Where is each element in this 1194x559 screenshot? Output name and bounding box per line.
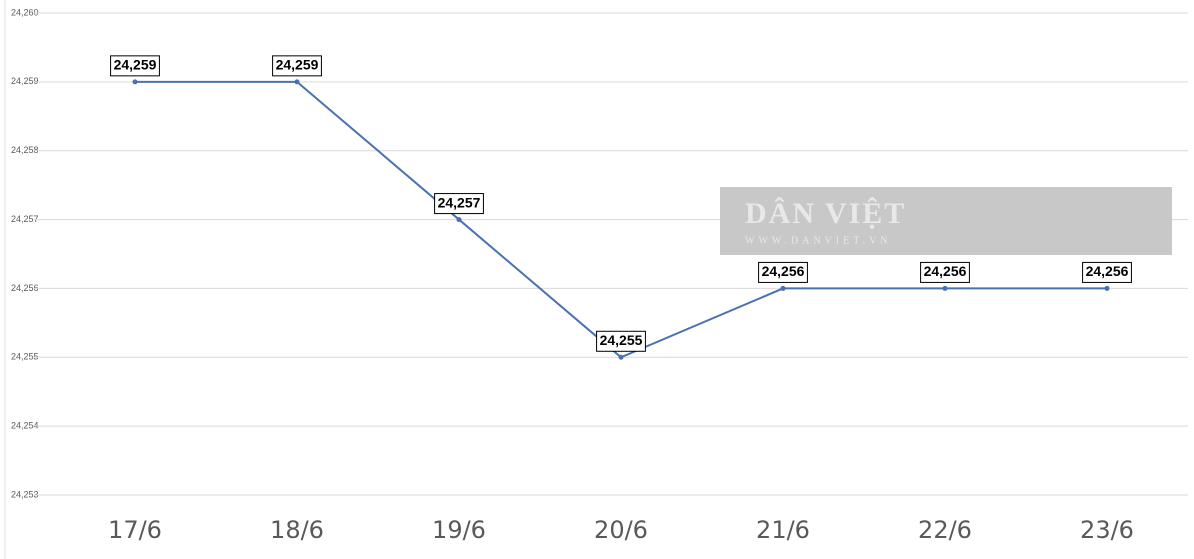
value-label: 24,256 <box>1086 263 1129 279</box>
value-label-group: 24,255 <box>596 330 646 352</box>
value-label-group: 24,259 <box>272 55 322 77</box>
point <box>294 79 300 85</box>
value-label-box <box>1082 261 1132 283</box>
x-tick-label: 21/6 <box>756 516 810 544</box>
value-label-box <box>920 261 970 283</box>
point <box>942 285 948 291</box>
value-label: 24,259 <box>276 57 319 73</box>
value-label-box <box>434 193 484 215</box>
value-label: 24,256 <box>762 263 805 279</box>
x-tick-label: 17/6 <box>108 516 162 544</box>
value-label-group: 24,256 <box>920 261 970 283</box>
value-label: 24,259 <box>114 57 157 73</box>
value-label-box <box>596 330 646 352</box>
y-tick-label: 24,253 <box>11 489 39 499</box>
value-label: 24,255 <box>600 332 643 348</box>
x-tick-label: 23/6 <box>1080 516 1134 544</box>
x-tick-label: 19/6 <box>432 516 486 544</box>
y-tick-label: 24,255 <box>11 352 39 362</box>
y-tick-label: 24,259 <box>11 76 39 86</box>
value-label-group: 24,256 <box>758 261 808 283</box>
value-label-box <box>110 55 160 77</box>
point <box>132 79 138 85</box>
x-tick-label: 20/6 <box>594 516 648 544</box>
value-label-group: 24,259 <box>110 55 160 77</box>
value-label: 24,256 <box>924 263 967 279</box>
point <box>456 217 462 223</box>
x-tick-label: 22/6 <box>918 516 972 544</box>
point <box>780 285 786 291</box>
point <box>618 354 624 360</box>
point <box>1104 285 1110 291</box>
value-label-group: 24,256 <box>1082 261 1132 283</box>
value-label-group: 24,257 <box>434 193 484 215</box>
y-tick-label: 24,258 <box>11 145 39 155</box>
value-label-box <box>758 261 808 283</box>
value-label: 24,257 <box>438 194 481 210</box>
y-tick-label: 24,257 <box>11 214 39 224</box>
plot: 17/6 18/6 19/6 20/6 21/6 22/6 23/6 24,259 24,259… <box>108 55 1134 544</box>
x-tick-label: 18/6 <box>270 516 324 544</box>
value-label-box <box>272 55 322 77</box>
watermark-box <box>720 187 1172 255</box>
watermark-url: WWW.DANVIET.VN <box>745 235 892 246</box>
y-tick-label: 24,254 <box>11 421 39 431</box>
y-tick-label: 24,256 <box>11 283 39 293</box>
watermark-title: DÂN VIỆT <box>745 197 906 230</box>
y-tick-label: 24,260 <box>11 7 39 17</box>
